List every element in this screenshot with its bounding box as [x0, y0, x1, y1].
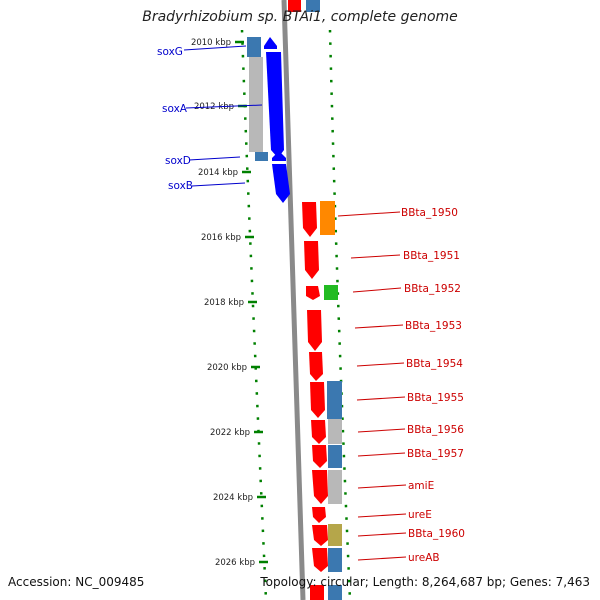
- cds-orange: [320, 201, 335, 235]
- soxB-gene: [272, 164, 290, 203]
- gene-BBta_1951: [304, 241, 319, 279]
- gene-BBta_1956: [311, 420, 326, 444]
- cds-olive: [328, 524, 342, 546]
- gene-labels: soxG soxA soxD soxB BBta_1950 BBta_1951 …: [157, 46, 465, 564]
- label-soxA: soxA: [162, 103, 188, 115]
- gene-BBta_1953: [307, 310, 322, 351]
- label-BBta_1956: BBta_1956: [407, 424, 464, 436]
- top-forward-gene: [288, 0, 301, 12]
- sox-gene-block: [264, 37, 290, 203]
- label-soxD: soxD: [165, 155, 191, 167]
- tick-label: 2024 kbp: [213, 493, 253, 503]
- callout-lines: [183, 45, 407, 561]
- label-BBta_1950: BBta_1950: [401, 207, 458, 219]
- gene-BBta_1950: [302, 202, 317, 237]
- gene-BBta_1955: [310, 382, 325, 418]
- label-ureAB: ureAB: [408, 552, 440, 564]
- gene-ureAB: [312, 548, 328, 572]
- genome-backbone: [281, 0, 306, 600]
- label-BBta_1954: BBta_1954: [406, 358, 463, 370]
- genome-title: Bradyrhizobium sp. BTAi1, complete genom…: [142, 9, 458, 25]
- label-soxG: soxG: [157, 46, 183, 58]
- soxG-gene: [264, 37, 277, 49]
- tick-label: 2026 kbp: [215, 558, 255, 568]
- tick-label: 2018 kbp: [204, 298, 244, 308]
- tick-label: 2016 kbp: [201, 233, 241, 243]
- cds-blue-2: [328, 445, 342, 468]
- top-reverse-gene: [306, 0, 320, 12]
- soxA-gene: [266, 52, 284, 158]
- tick-label: 2014 kbp: [198, 168, 238, 178]
- tick-label: 2020 kbp: [207, 363, 247, 373]
- gene-BBta_1952: [306, 286, 320, 300]
- tick-label: 2022 kbp: [210, 428, 250, 438]
- label-soxB: soxB: [168, 180, 193, 192]
- cds-blue-4: [328, 585, 342, 600]
- cds-gray-2: [328, 470, 342, 504]
- gene-bottom-red: [310, 585, 324, 600]
- label-amiE: amiE: [408, 480, 434, 492]
- gene-BBta_1954: [309, 352, 323, 381]
- gene-ureE: [312, 507, 326, 523]
- label-BBta_1957: BBta_1957: [407, 448, 464, 460]
- accession-text: Accession: NC_009485: [8, 575, 145, 589]
- tick-label: 2010 kbp: [191, 38, 231, 48]
- cds-blue-3: [328, 548, 342, 572]
- cds-gray-1: [328, 419, 342, 444]
- label-ureE: ureE: [408, 509, 432, 521]
- cds-green: [324, 285, 338, 300]
- soxD-gene: [272, 151, 286, 161]
- label-BBta_1952: BBta_1952: [404, 283, 461, 295]
- cds-feature-track: [320, 201, 342, 600]
- gene-amiE: [312, 470, 328, 504]
- label-BBta_1953: BBta_1953: [405, 320, 462, 332]
- label-BBta_1960: BBta_1960: [408, 528, 465, 540]
- label-BBta_1955: BBta_1955: [407, 392, 464, 404]
- cds-blue-1: [327, 381, 342, 419]
- reverse-feature-sox: [247, 37, 268, 161]
- gene-BBta_1957: [312, 445, 327, 468]
- gene-BBta_1960: [312, 525, 328, 546]
- outer-dotted-track-right: [328, 29, 352, 600]
- forward-gene-track: [302, 202, 328, 600]
- topology-text: Topology: circular; Length: 8,264,687 bp…: [260, 575, 590, 589]
- label-BBta_1951: BBta_1951: [403, 250, 460, 262]
